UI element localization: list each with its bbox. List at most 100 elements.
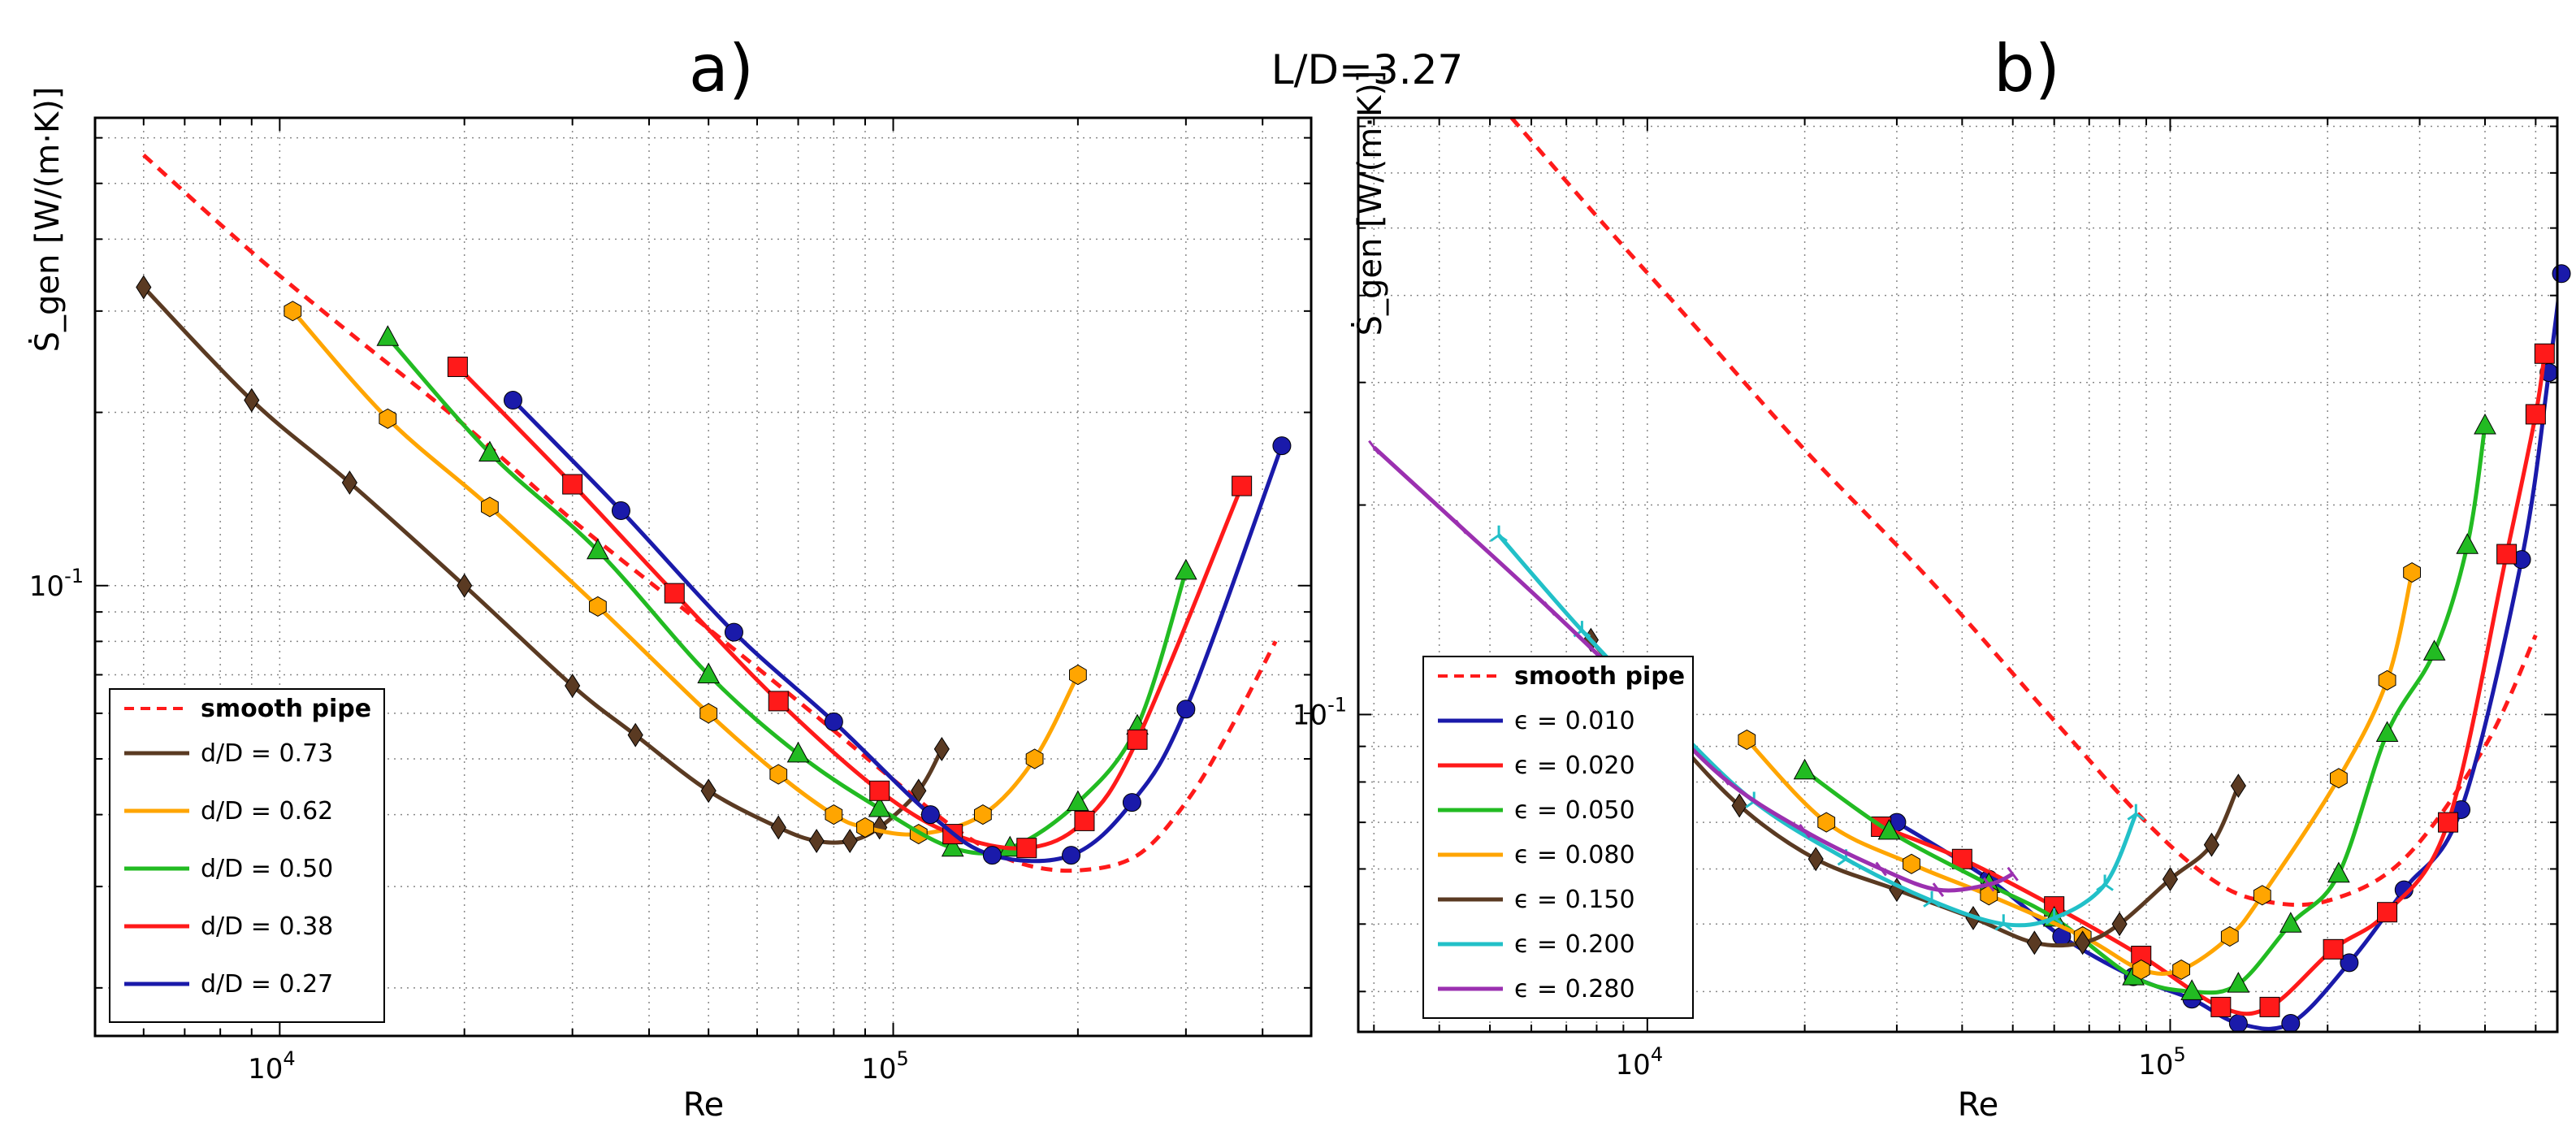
data-point: [1875, 861, 1887, 877]
data-point: [1903, 853, 1920, 874]
data-point: [770, 815, 786, 840]
panel-b-frame: [1357, 116, 2559, 1034]
data-point: [2162, 867, 2179, 892]
data-point: [1717, 770, 1730, 786]
data-point: [2230, 774, 2246, 799]
data-point: [2210, 996, 2232, 1017]
series-line-smooth-pipe: [1509, 118, 2538, 908]
series-line-2: [1880, 353, 2547, 1016]
data-point: [2456, 533, 2479, 554]
panel-a-frame: [93, 116, 1313, 1038]
series-line-4: [1745, 572, 2414, 976]
data-point: [565, 674, 581, 698]
data-point: [2552, 264, 2571, 284]
data-point: [2026, 930, 2042, 956]
panel-b-label: b): [1994, 31, 2060, 106]
data-point: [457, 573, 473, 598]
data-point: [341, 470, 357, 495]
data-point: [2327, 861, 2350, 883]
data-point: [824, 712, 843, 731]
data-point: [2203, 832, 2220, 857]
panel-a-label: a): [689, 31, 754, 106]
panel-a-x-axis-label: Re: [683, 1086, 725, 1124]
panel-b-x-axis-label: Re: [1958, 1086, 1999, 1124]
legend-label: ϵ = 0.020: [1514, 752, 1635, 780]
data-point: [2045, 908, 2063, 925]
series-line-smooth-pipe: [142, 153, 1278, 873]
data-point: [1455, 519, 1467, 535]
data-point: [2438, 812, 2459, 833]
data-point: [1808, 847, 1824, 872]
data-point: [1817, 812, 1836, 833]
legend-label: d/D = 0.62: [201, 797, 333, 826]
data-point: [2279, 912, 2302, 933]
x-tick-label-exponent: 4: [283, 1047, 295, 1070]
data-point: [699, 703, 718, 724]
data-point: [1232, 475, 1253, 496]
data-point: [284, 301, 302, 322]
data-point: [1272, 436, 1292, 456]
data-point: [2227, 972, 2250, 993]
y-tick-label-exponent: -1: [64, 565, 84, 587]
panel-a-y-axis-label: Ṡ_gen [W/(m·K)]: [28, 87, 67, 353]
legend-label: d/D = 0.38: [201, 912, 333, 941]
x-tick-label-exponent: 5: [897, 1047, 909, 1070]
data-point: [2375, 721, 2399, 742]
data-point: [376, 325, 400, 346]
legend-label: ϵ = 0.150: [1514, 886, 1635, 914]
data-point: [2330, 768, 2348, 789]
panel-b-y-axis-label: Ṡ_gen [W/(m·K)]: [1350, 71, 1389, 336]
data-point: [786, 741, 810, 763]
data-point: [611, 500, 630, 520]
data-point: [769, 764, 788, 785]
data-point: [2096, 874, 2114, 891]
data-point: [2172, 959, 2190, 980]
data-point: [244, 388, 260, 413]
series-line-2: [291, 310, 1080, 837]
x-tick-label: 105: [2138, 1043, 2186, 1081]
data-point: [1932, 882, 1945, 898]
data-point: [136, 275, 152, 300]
data-point: [379, 408, 397, 429]
data-point: [587, 538, 609, 560]
panel-a: a) 104 105 10-1 Re Ṡ_gen [W/(m·K)] smooth …: [28, 31, 1313, 1124]
legend-box: [1422, 656, 1694, 1019]
data-point: [1074, 810, 1095, 831]
data-point: [481, 496, 499, 518]
data-point: [2496, 544, 2518, 565]
data-point: [503, 391, 522, 410]
x-tick-label: 104: [1616, 1043, 1664, 1081]
data-point: [2132, 959, 2150, 980]
data-point: [2281, 1014, 2301, 1034]
legend-label: d/D = 0.50: [201, 855, 333, 883]
data-point: [1127, 729, 1148, 750]
series-line-1: [1895, 290, 2557, 1031]
legend-label: ϵ = 0.010: [1514, 707, 1635, 735]
series-line-5: [511, 398, 1284, 864]
data-point: [808, 829, 825, 853]
legend-label: smooth pipe: [201, 695, 371, 723]
data-point: [2534, 343, 2555, 364]
legend-label: ϵ = 0.200: [1514, 930, 1635, 959]
data-point: [627, 722, 643, 748]
data-point: [724, 622, 743, 642]
panel-a-series: [136, 153, 1292, 873]
x-tick-label: 104: [248, 1047, 296, 1086]
data-point: [2394, 880, 2414, 899]
data-point: [1738, 729, 1756, 750]
y-tick-label: 10-1: [1292, 693, 1347, 731]
data-point: [1877, 818, 1901, 840]
data-point: [941, 835, 964, 857]
data-point: [1175, 558, 1197, 580]
y-tick-label-exponent: -1: [1327, 693, 1347, 716]
data-point: [1543, 601, 1556, 616]
panel-a-legend: smooth pipe d/D = 0.73 d/D = 0.62 d/D = 0.5…: [109, 688, 385, 1023]
data-point: [1062, 846, 1081, 865]
data-point: [2180, 979, 2203, 1000]
data-point: [2127, 804, 2145, 821]
data-point: [1793, 758, 1816, 780]
data-point: [1016, 838, 1037, 859]
data-point: [2474, 413, 2496, 435]
data-point: [697, 662, 721, 683]
